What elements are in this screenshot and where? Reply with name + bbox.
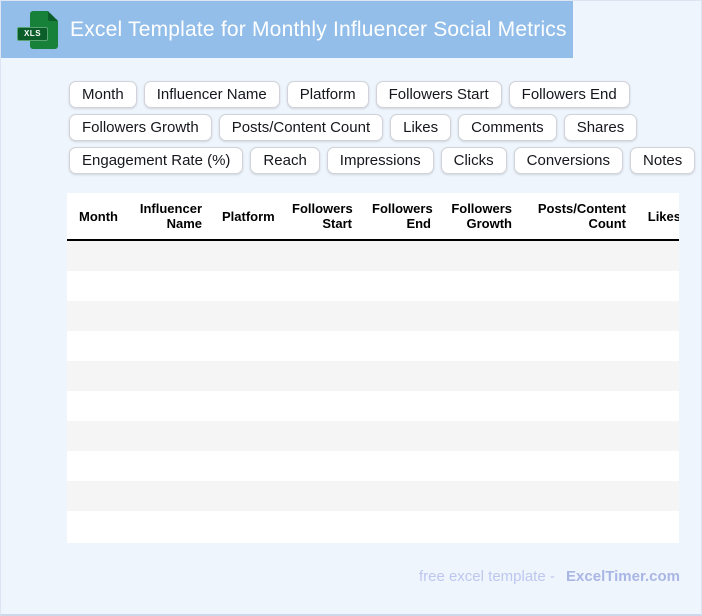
xls-file-icon: XLS (17, 10, 58, 50)
chip-followers-growth[interactable]: Followers Growth (69, 114, 212, 141)
table-row (67, 301, 679, 331)
chip-clicks[interactable]: Clicks (440, 147, 507, 174)
chip-notes[interactable]: Notes (630, 147, 696, 174)
chip-row-2: Followers Growth Posts/Content Count Likes… (69, 114, 695, 141)
chip-posts-content-count[interactable]: Posts/Content Count (218, 114, 384, 141)
table-body (67, 241, 679, 541)
column-header-posts-content-count: Posts/Content Count (537, 201, 626, 231)
header-bar: XLS Excel Template for Monthly Influence… (1, 1, 573, 58)
chip-influencer-name[interactable]: Influencer Name (143, 81, 280, 108)
page-title: Excel Template for Monthly Influencer So… (70, 17, 567, 41)
chip-row-1: Month Influencer Name Platform Followers St… (69, 81, 695, 108)
chip-conversions[interactable]: Conversions (513, 147, 624, 174)
column-header-month: Month (79, 208, 118, 224)
chip-month[interactable]: Month (69, 81, 137, 108)
chip-row-3: Engagement Rate (%) Reach Impressions Click… (69, 147, 696, 174)
column-header-likes: Likes (647, 208, 679, 224)
xls-banner-label: XLS (17, 26, 48, 41)
table-row (67, 391, 679, 421)
table-row (67, 271, 679, 301)
table-header-row: Month Influencer Name Platform Followers St… (67, 193, 679, 241)
table-row (67, 421, 679, 451)
table-row (67, 511, 679, 541)
table-row (67, 241, 679, 271)
column-header-influencer-name: Influencer Name (139, 201, 202, 231)
footer-text: free excel template - (418, 568, 555, 585)
chip-impressions[interactable]: Impressions (326, 147, 434, 174)
table-row (67, 481, 679, 511)
field-chips: Month Influencer Name Platform Followers St… (69, 81, 696, 180)
table-row (67, 331, 679, 361)
spreadsheet-preview: Month Influencer Name Platform Followers St… (67, 193, 679, 543)
chip-likes[interactable]: Likes (390, 114, 452, 141)
footer-brand-link[interactable]: ExcelTimer.com (566, 568, 680, 585)
column-header-followers-growth: Followers Growth (451, 201, 512, 231)
chip-followers-end[interactable]: Followers End (508, 81, 630, 108)
column-header-followers-start: Followers Start (292, 201, 353, 231)
column-header-platform: Platform (222, 208, 275, 224)
column-header-followers-end: Followers End (372, 201, 433, 231)
chip-followers-start[interactable]: Followers Start (375, 81, 502, 108)
chip-platform[interactable]: Platform (286, 81, 369, 108)
chip-shares[interactable]: Shares (563, 114, 638, 141)
chip-reach[interactable]: Reach (250, 147, 320, 174)
table-row (67, 361, 679, 391)
chip-comments[interactable]: Comments (458, 114, 557, 141)
table-row (67, 451, 679, 481)
footer: free excel template - ExcelTimer.com (419, 568, 680, 585)
chip-engagement-rate[interactable]: Engagement Rate (%) (69, 147, 244, 174)
xls-fold-corner-icon (48, 10, 58, 21)
